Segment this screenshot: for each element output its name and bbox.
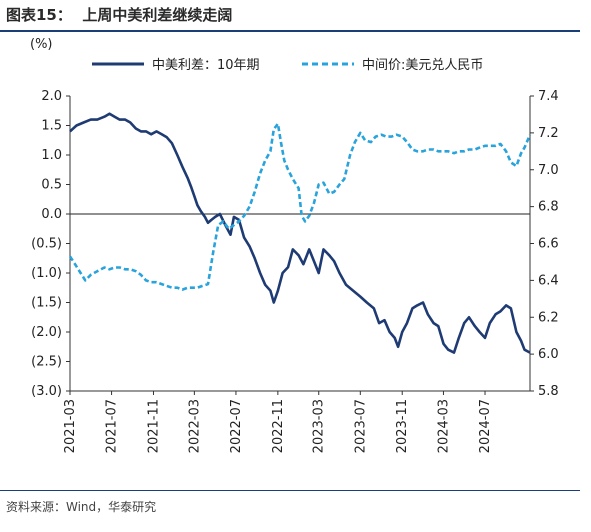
y-unit-label: (%) bbox=[30, 37, 53, 52]
x-tick-label: 2024-03 bbox=[436, 399, 451, 453]
y-left-tick-label: 2.0 bbox=[41, 89, 62, 104]
y-left-tick-label: (3.0) bbox=[31, 384, 62, 399]
x-tick-label: 2021-11 bbox=[146, 399, 161, 453]
y-right-tick-label: 6.8 bbox=[538, 200, 559, 215]
y-right-tick-label: 6.0 bbox=[538, 347, 559, 362]
y-left-tick-label: 1.0 bbox=[41, 148, 62, 163]
series-line-fx bbox=[68, 122, 532, 291]
y-left-tick-label: (1.0) bbox=[31, 266, 62, 281]
x-tick-label: 2022-11 bbox=[271, 399, 286, 453]
axes-layer: 2.0 1.5 1.0 0.5 0.0 (0.5) (1.0) (1.5) (2.0) (2.5)… bbox=[31, 89, 559, 453]
y-right-tick-label: 7.2 bbox=[538, 126, 559, 141]
x-tick-label: 2022-03 bbox=[187, 399, 202, 453]
y-left-tick-label: 1.5 bbox=[41, 119, 62, 134]
y-left-tick-label: (1.5) bbox=[31, 296, 62, 311]
title-underline bbox=[0, 30, 580, 32]
y-right-tick-label: 7.4 bbox=[538, 89, 559, 104]
series-line-spread bbox=[69, 112, 531, 354]
figure-title: 图表15： 上周中美利差继续走阔 bbox=[6, 6, 233, 24]
figure-title-bar: 图表15： 上周中美利差继续走阔 bbox=[0, 0, 591, 32]
y-right-tick-label: 6.2 bbox=[538, 310, 559, 325]
y-left-tick-label: 0.0 bbox=[41, 207, 62, 222]
y-left-tick-label: (2.0) bbox=[31, 325, 62, 340]
y-right-tick-label: 5.8 bbox=[538, 384, 559, 399]
y-right-tick-label: 6.6 bbox=[538, 237, 559, 252]
y-left-tick-label: (0.5) bbox=[31, 237, 62, 252]
x-tick-label: 2023-07 bbox=[353, 399, 368, 453]
source-note: 资料来源：Wind，华泰研究 bbox=[6, 500, 157, 514]
x-tick-label: 2021-07 bbox=[105, 399, 120, 453]
x-tick-label: 2022-07 bbox=[229, 399, 244, 453]
x-tick-label: 2021-03 bbox=[63, 399, 78, 453]
y-right-tick-label: 6.4 bbox=[538, 273, 559, 288]
series-layer bbox=[68, 112, 532, 354]
source-divider bbox=[0, 490, 580, 491]
y-left-tick-label: 0.5 bbox=[41, 178, 62, 193]
chart-canvas: 2.0 1.5 1.0 0.5 0.0 (0.5) (1.0) (1.5) (2.0) (2.5)… bbox=[30, 37, 559, 453]
x-tick-label: 2024-07 bbox=[478, 399, 493, 453]
x-tick-label: 2023-11 bbox=[395, 399, 410, 453]
x-tick-label: 2023-03 bbox=[312, 399, 327, 453]
legend-label: 中美利差：10年期 bbox=[152, 58, 260, 73]
y-left-tick-label: (2.5) bbox=[31, 355, 62, 370]
legend-label: 中间价:美元兑人民币 bbox=[362, 58, 483, 73]
y-right-tick-label: 7.0 bbox=[538, 163, 559, 178]
legend: 中美利差：10年期 中间价:美元兑人民币 bbox=[92, 58, 483, 73]
